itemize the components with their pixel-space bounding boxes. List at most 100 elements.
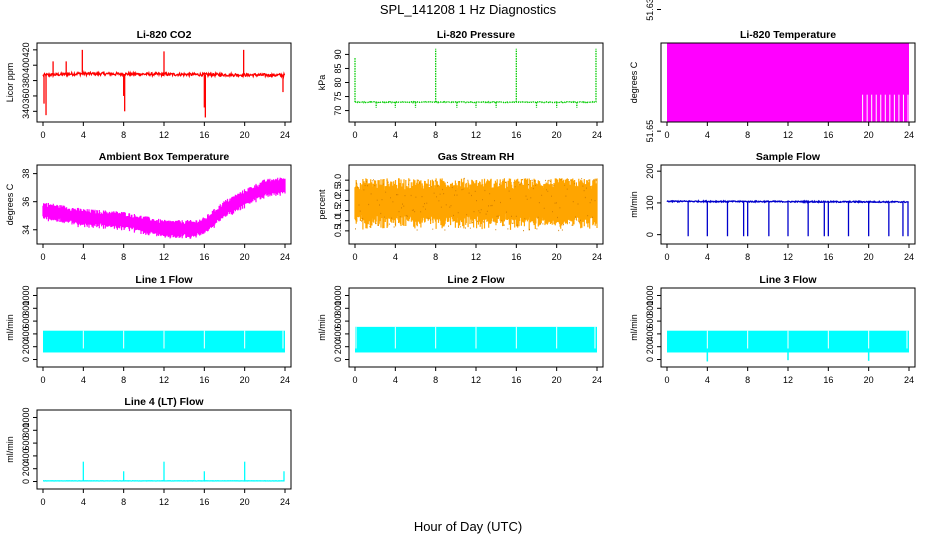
x-tick-label: 8: [121, 375, 126, 385]
y-tick-label: 400: [21, 58, 31, 73]
y-tick-label: 400: [645, 326, 655, 341]
y-tick-label: 200: [645, 339, 655, 354]
y-axis-label: ml/min: [317, 314, 327, 341]
y-tick-label: 800: [21, 301, 31, 316]
panel-title: Li-820 Pressure: [437, 29, 515, 41]
series-group: [354, 177, 598, 232]
panel-5: Sample Flow 0 4 8 12 16 20 24 0 100 200 ml/min: [629, 151, 916, 262]
panel-2: Li-820 Temperature 0 4 8 12 16 20 24 51.65 51.63 d…: [629, 0, 916, 143]
y-tick-label: 0: [21, 479, 31, 484]
x-tick-label: 16: [199, 252, 209, 262]
x-tick-label: 24: [904, 130, 914, 140]
x-tick-label: 16: [823, 130, 833, 140]
panel-title: Line 1 Flow: [135, 274, 193, 286]
y-tick-label: 3.0: [333, 174, 343, 187]
y-tick-label: 600: [21, 314, 31, 329]
x-tick-label: 12: [159, 130, 169, 140]
x-tick-label: 16: [511, 252, 521, 262]
x-tick-label: 0: [664, 130, 669, 140]
panel-title: Line 3 Flow: [759, 274, 817, 286]
y-tick-label: 51.65: [645, 120, 655, 143]
x-tick-label: 12: [471, 252, 481, 262]
y-tick-label: 2.0: [333, 194, 343, 207]
x-tick-label: 12: [159, 252, 169, 262]
y-tick-label: 2.5: [333, 184, 343, 197]
y-tick-label: 800: [21, 423, 31, 438]
y-tick-label: 600: [21, 436, 31, 451]
x-tick-label: 24: [904, 375, 914, 385]
y-tick-label: 800: [645, 301, 655, 316]
panel-title: Ambient Box Temperature: [99, 151, 230, 163]
x-tick-label: 16: [511, 130, 521, 140]
x-tick-label: 8: [433, 130, 438, 140]
x-tick-label: 24: [280, 130, 290, 140]
series-group: [354, 48, 597, 108]
y-tick-label: 600: [645, 314, 655, 329]
x-tick-label: 16: [199, 497, 209, 507]
x-tick-label: 4: [81, 130, 86, 140]
panel-title: Sample Flow: [756, 151, 821, 163]
data-block: [667, 43, 909, 122]
x-tick-label: 0: [40, 252, 45, 262]
x-tick-label: 8: [121, 497, 126, 507]
y-tick-label: 200: [21, 461, 31, 476]
panel-3: Ambient Box Temperature 0 4 8 12 16 20 24 34 36 38…: [5, 151, 292, 262]
x-tick-label: 0: [352, 375, 357, 385]
y-axis-label: kPa: [317, 75, 327, 91]
x-tick-label: 0: [40, 130, 45, 140]
y-tick-label: 380: [21, 73, 31, 88]
x-tick-label: 20: [552, 375, 562, 385]
x-tick-label: 16: [199, 130, 209, 140]
x-tick-label: 16: [823, 375, 833, 385]
x-tick-label: 8: [121, 130, 126, 140]
x-tick-label: 24: [280, 497, 290, 507]
x-tick-label: 16: [823, 252, 833, 262]
panel-4: Gas Stream RH 0 4 8 12 16 20 24 0.5 1.5 2.5 1.0 2.0 3…: [317, 151, 604, 262]
x-tick-label: 4: [81, 252, 86, 262]
x-tick-label: 24: [592, 375, 602, 385]
y-tick-label: 1000: [333, 285, 343, 305]
x-tick-label: 0: [664, 252, 669, 262]
x-tick-label: 8: [433, 252, 438, 262]
figure-xlabel: Hour of Day (UTC): [414, 519, 522, 534]
x-tick-label: 12: [471, 130, 481, 140]
x-tick-label: 12: [783, 375, 793, 385]
y-tick-label: 800: [333, 301, 343, 316]
x-tick-label: 0: [352, 130, 357, 140]
y-axis-label: ml/min: [5, 436, 15, 463]
x-tick-label: 16: [511, 375, 521, 385]
y-tick-label: 200: [21, 339, 31, 354]
x-tick-label: 20: [240, 252, 250, 262]
y-axis-label: ml/min: [629, 191, 639, 218]
y-tick-label: 1.5: [333, 204, 343, 217]
series-group: [43, 461, 285, 482]
x-tick-label: 4: [81, 497, 86, 507]
figure-title: SPL_141208 1 Hz Diagnostics: [380, 2, 557, 17]
x-tick-label: 4: [705, 252, 710, 262]
panel-title: Line 4 (LT) Flow: [124, 396, 204, 408]
y-tick-label: 0.5: [333, 225, 343, 238]
x-tick-label: 24: [280, 375, 290, 385]
x-tick-label: 0: [352, 252, 357, 262]
x-tick-label: 20: [864, 130, 874, 140]
y-tick-label: 51.63: [645, 0, 655, 21]
x-tick-label: 12: [783, 252, 793, 262]
x-tick-label: 20: [240, 130, 250, 140]
y-tick-label: 0: [21, 357, 31, 362]
y-tick-label: 600: [333, 314, 343, 329]
y-axis-label: ml/min: [629, 314, 639, 341]
series-group: [666, 199, 909, 237]
x-tick-label: 20: [864, 252, 874, 262]
y-tick-label: 1000: [645, 285, 655, 305]
y-axis-label: degrees C: [629, 61, 639, 103]
y-tick-label: 0: [645, 232, 655, 237]
x-tick-label: 8: [121, 252, 126, 262]
series-group: [667, 330, 909, 362]
x-tick-label: 0: [40, 497, 45, 507]
y-tick-label: 100: [645, 195, 655, 210]
y-tick-label: 400: [21, 326, 31, 341]
panel-title: Gas Stream RH: [438, 151, 514, 163]
